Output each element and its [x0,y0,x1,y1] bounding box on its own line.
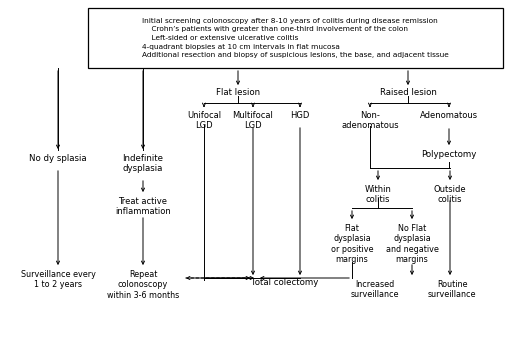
Text: Outside
colitis: Outside colitis [434,185,466,204]
Text: Initial screening colonoscopy after 8-10 years of colitis during disease remissi: Initial screening colonoscopy after 8-10… [142,17,449,58]
Text: Raised lesion: Raised lesion [379,88,436,97]
Text: Indefinite
dysplasia: Indefinite dysplasia [122,154,163,173]
Text: Increased
surveillance: Increased surveillance [351,280,399,300]
Text: Non-
adenomatous: Non- adenomatous [341,111,399,131]
Text: Treat active
inflammation: Treat active inflammation [115,197,171,216]
Text: Total colectomy: Total colectomy [251,278,318,287]
Text: No Flat
dysplasia
and negative
margins: No Flat dysplasia and negative margins [386,224,438,264]
Bar [88,8,503,68]
Text: Multifocal
LGD: Multifocal LGD [232,111,273,131]
Text: Routine
surveillance: Routine surveillance [428,280,476,300]
Text: Surveillance every
1 to 2 years: Surveillance every 1 to 2 years [20,270,95,289]
Text: Adenomatous: Adenomatous [420,111,478,120]
Text: Repeat
colonoscopy
within 3-6 months: Repeat colonoscopy within 3-6 months [107,270,179,300]
Text: No dy splasia: No dy splasia [29,154,87,163]
Text: Within
colitis: Within colitis [365,185,392,204]
Text: Unifocal
LGD: Unifocal LGD [187,111,221,131]
Text: Flat
dysplasia
or positive
margins: Flat dysplasia or positive margins [331,224,373,264]
Text: Flat lesion: Flat lesion [216,88,260,97]
Text: Polypectomy: Polypectomy [421,150,477,159]
Text: HGD: HGD [290,111,310,120]
